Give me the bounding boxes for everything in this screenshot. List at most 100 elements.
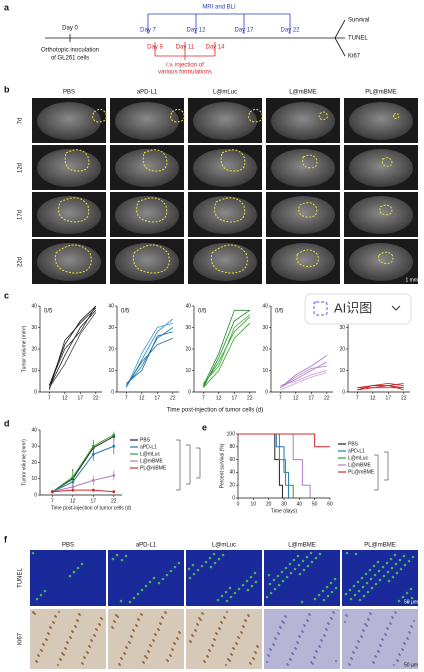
data-line: [280, 370, 327, 386]
ai-button[interactable]: AI识图: [304, 293, 412, 325]
ki67-nucleus: [90, 639, 94, 643]
tunel-signal: [385, 561, 389, 565]
tunel-signal: [376, 560, 380, 564]
mri-bracket: [147, 13, 291, 34]
endpoint: TUNEL: [348, 36, 368, 42]
ki67-nucleus: [47, 632, 51, 636]
tunel-signal: [353, 593, 357, 597]
data-line: [52, 436, 115, 493]
tunel-signal: [265, 595, 269, 599]
ki67-nucleus: [332, 611, 336, 615]
legend-label: PBS: [140, 437, 151, 443]
tunel-signal: [213, 561, 217, 565]
x-tick-label: 60: [327, 501, 333, 507]
tunel-signal: [288, 562, 292, 566]
ki67-nucleus: [374, 655, 378, 659]
tunel-signal: [124, 554, 128, 558]
tunel-signal: [365, 581, 369, 585]
y-tick-label: 40: [185, 303, 191, 309]
iv-label: various formulations: [158, 70, 212, 76]
x-tick-label: 22: [247, 395, 253, 401]
tunel-signal: [407, 559, 411, 563]
ki67-nucleus: [306, 619, 310, 623]
data-point: [112, 490, 116, 494]
button-bg[interactable]: [304, 293, 412, 325]
tumor-outline: [378, 251, 394, 264]
tunel-signal: [273, 587, 277, 591]
ki67-nucleus: [86, 651, 90, 655]
ki67-image: [342, 609, 418, 669]
tunel-signal: [401, 595, 405, 599]
ki67-nucleus: [71, 630, 75, 634]
y-tick-label: 20: [31, 346, 37, 352]
data-line: [52, 489, 114, 493]
ki67-nucleus: [298, 635, 302, 639]
ki67-nucleus: [240, 631, 244, 635]
tunel-signal: [306, 564, 310, 568]
panel-letter: d: [4, 418, 10, 428]
tunel-signal: [39, 593, 43, 597]
ki67-nucleus: [396, 659, 400, 663]
ki67-nucleus: [218, 627, 222, 631]
brain: [271, 243, 335, 281]
ki67-nucleus: [365, 624, 369, 628]
ki67-nucleus: [389, 622, 393, 626]
brain: [271, 102, 335, 140]
brain: [115, 243, 179, 281]
ki67-nucleus: [171, 648, 175, 652]
tumor-outline: [302, 154, 318, 169]
x-tick-label: 12: [62, 395, 68, 401]
ki67-nucleus: [159, 622, 163, 626]
y-tick-label: 40: [229, 470, 235, 476]
tumor-outline: [382, 157, 393, 167]
ki67-nucleus: [348, 663, 352, 667]
annotation: 0/5: [44, 309, 53, 315]
ki67-nucleus: [355, 646, 359, 650]
legend-label: L@mLuc: [348, 455, 369, 461]
ki67-nucleus: [176, 637, 180, 641]
ki67-nucleus: [54, 615, 58, 619]
tunel-signal: [344, 592, 348, 596]
x-axis-label: Time (days): [271, 508, 298, 514]
ki67-nucleus: [330, 617, 334, 621]
row-label: TUNEL: [18, 568, 24, 588]
ki67-nucleus: [149, 644, 153, 648]
tunel-signal: [292, 558, 296, 562]
data-point: [50, 490, 54, 494]
ki67-nucleus: [308, 613, 312, 617]
axis: [39, 430, 122, 496]
x-tick-label: 10: [251, 501, 257, 507]
data-point: [91, 452, 95, 456]
ki67-nucleus: [274, 637, 278, 641]
annotation: 0/5: [275, 309, 284, 315]
tunel-signal: [221, 553, 225, 557]
tunel-signal: [284, 566, 288, 570]
ki67-nucleus: [140, 613, 144, 617]
ki67-nucleus: [315, 650, 319, 654]
tunel-signal: [157, 581, 161, 585]
brain: [193, 196, 257, 234]
x-tick-label: 12: [216, 395, 222, 401]
group-label: aPD-L1: [136, 543, 157, 549]
group-label: L@mBME: [289, 90, 316, 96]
ki67-nucleus: [296, 641, 300, 645]
day-label: Day 14: [205, 45, 225, 51]
tunel-signal: [297, 563, 301, 567]
tunel-signal: [314, 556, 318, 560]
button-label[interactable]: AI识图: [334, 300, 372, 315]
y-tick-label: 10: [185, 368, 191, 374]
ki67-nucleus: [128, 641, 132, 645]
ki67-nucleus: [267, 654, 271, 658]
panel-letter: b: [4, 84, 10, 94]
axis: [39, 306, 102, 393]
tumor-outline: [298, 202, 318, 218]
x-tick-label: 22: [111, 498, 117, 504]
ki67-nucleus: [235, 642, 239, 646]
x-axis-label: Time post-injection of tumor cells (d): [167, 408, 263, 414]
ki67-nucleus: [291, 652, 295, 656]
ki67-nucleus: [225, 610, 229, 614]
ki67-nucleus: [252, 657, 256, 661]
ki67-nucleus: [93, 634, 97, 638]
tunel-signal: [329, 581, 333, 585]
tumor-outline: [136, 197, 168, 223]
